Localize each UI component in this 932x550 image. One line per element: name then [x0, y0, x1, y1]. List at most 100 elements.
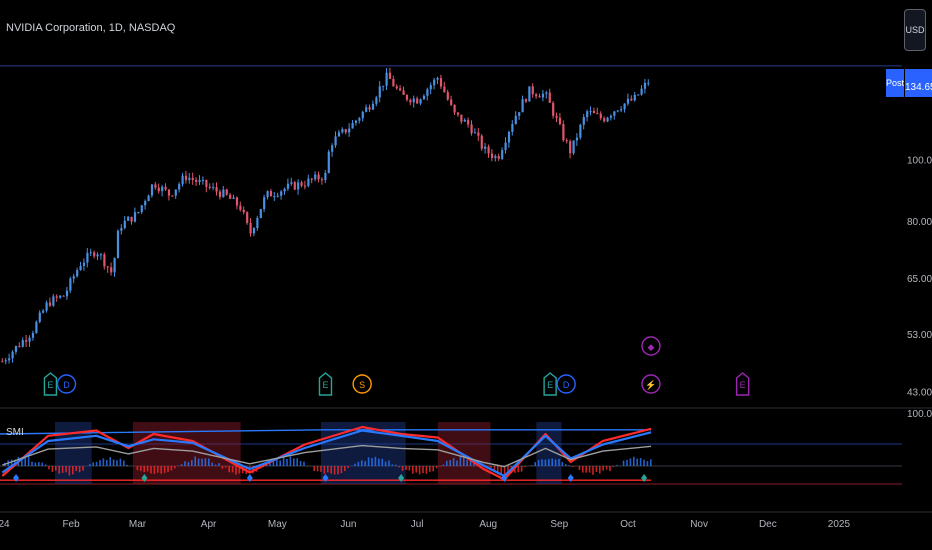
smi-histogram-bar: [167, 466, 169, 473]
candle-body: [11, 351, 14, 359]
smi-histogram-bar: [41, 462, 43, 466]
candle-body: [586, 111, 589, 118]
candle-body: [300, 182, 303, 186]
candle-body: [79, 265, 82, 271]
candle-body: [439, 78, 443, 87]
candle-body: [55, 296, 58, 298]
smi-histogram-bar: [354, 463, 356, 466]
smi-histogram-bar: [534, 462, 536, 466]
candle-body: [283, 188, 286, 192]
smi-histogram-bar: [626, 459, 628, 466]
x-tick-label-2: Mar: [129, 519, 147, 530]
smi-histogram-bar: [146, 466, 149, 472]
candle-body: [606, 117, 609, 122]
event-label: E: [322, 380, 328, 390]
event-marker-7: E: [735, 372, 750, 396]
candle-body: [161, 186, 164, 192]
smi-histogram-bar: [201, 458, 203, 466]
smi-histogram-bar: [371, 458, 373, 466]
candle-body: [229, 194, 232, 199]
candle-body: [18, 346, 21, 348]
smi-histogram-bar: [463, 456, 465, 466]
candle-body: [392, 78, 395, 87]
candle-body: [422, 95, 426, 100]
candle-body: [28, 337, 31, 342]
candle-body: [127, 216, 130, 221]
candle-body: [596, 113, 599, 115]
candle-body: [334, 136, 337, 146]
candle-body: [429, 85, 432, 90]
candle-body: [123, 220, 126, 229]
candle-body: [8, 358, 11, 361]
candle-body: [276, 195, 279, 197]
y-tick-label-0: 100.00: [907, 156, 932, 167]
candle-body: [616, 110, 619, 112]
smi-histogram-bar: [435, 466, 438, 469]
smi-histogram-bar: [289, 456, 292, 466]
candle-body: [208, 186, 211, 188]
smi-histogram-bar: [425, 466, 428, 474]
event-marker-0: E: [43, 372, 58, 396]
candle-body: [133, 212, 137, 222]
candle-body: [35, 321, 38, 333]
y-tick-label-4: 43.00: [907, 388, 932, 399]
candle-body: [575, 137, 579, 141]
smi-histogram-bar: [616, 465, 618, 466]
candle-body: [116, 230, 120, 259]
candle-body: [86, 253, 89, 263]
smi-histogram-bar: [469, 460, 472, 466]
candle-body: [433, 79, 436, 86]
candle-body: [416, 98, 419, 104]
smi-diamond-marker: [567, 474, 574, 482]
candle-body: [569, 141, 572, 154]
currency-button[interactable]: USD: [904, 9, 926, 51]
smi-histogram-bar: [622, 460, 625, 466]
candle-body: [188, 177, 191, 180]
smi-histogram-bar: [361, 460, 363, 466]
smi-histogram-bar: [123, 460, 125, 466]
smi-histogram-bar: [38, 462, 40, 466]
candle-body: [195, 179, 198, 183]
candle-body: [99, 254, 103, 256]
smi-diamond-marker: [641, 474, 648, 482]
smi-histogram-bar: [194, 456, 196, 466]
candle-body: [538, 96, 541, 98]
x-tick-label-6: Jul: [411, 519, 424, 530]
candle-body: [246, 212, 249, 223]
candle-body: [242, 209, 245, 213]
smi-diamond-marker: [322, 474, 329, 482]
chart-title: NVIDIA Corporation, 1D, NASDAQ: [6, 22, 176, 34]
candle-body: [521, 99, 524, 113]
candle-body: [535, 94, 538, 97]
smi-histogram-bar: [537, 460, 540, 466]
candle-body: [620, 109, 623, 111]
candle-body: [239, 205, 242, 210]
candle-body: [286, 183, 290, 189]
smi-histogram-bar: [466, 459, 468, 466]
candle-body: [409, 99, 412, 103]
smi-histogram-bar: [340, 466, 343, 474]
candle-body: [490, 153, 494, 159]
candle-body: [609, 115, 613, 118]
event-label: ⚡: [645, 379, 656, 391]
smi-histogram-bar: [548, 459, 550, 466]
candle-body: [647, 82, 650, 84]
candle-body: [303, 185, 307, 187]
smi-histogram-bar: [197, 458, 200, 466]
candle-body: [633, 94, 636, 101]
candle-body: [514, 115, 517, 125]
candle-body: [497, 156, 500, 159]
smi-histogram-bar: [157, 466, 159, 473]
smi-histogram-bar: [554, 459, 557, 466]
smi-histogram-bar: [639, 458, 642, 466]
candle-body: [327, 151, 330, 173]
candle-body: [470, 124, 473, 134]
candle-body: [42, 310, 45, 313]
candle-body: [110, 267, 113, 273]
smi-histogram-bar: [588, 466, 591, 473]
candle-body: [579, 124, 582, 138]
candle-body: [314, 174, 317, 180]
smi-histogram-bar: [58, 466, 60, 474]
smi-histogram-bar: [231, 466, 234, 473]
